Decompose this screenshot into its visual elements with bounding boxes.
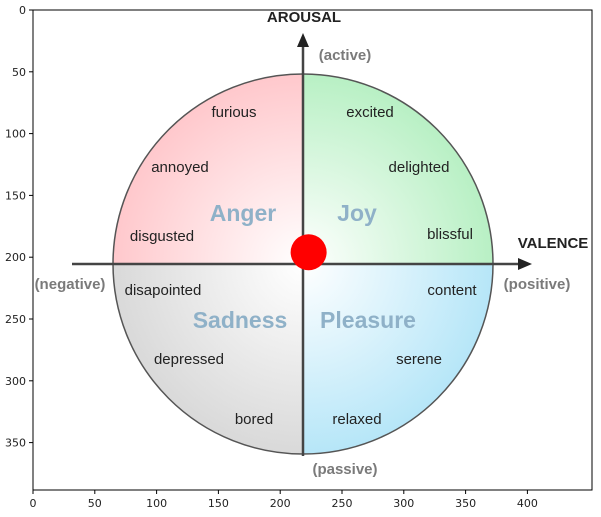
y-tick-label: 0 bbox=[19, 4, 26, 17]
y-axis-ticks: 0 50 100 150 200 250 300 350 bbox=[5, 4, 33, 450]
emotion-bored: bored bbox=[235, 411, 273, 428]
emotion-depressed: depressed bbox=[154, 351, 224, 368]
arousal-arrowhead bbox=[297, 33, 309, 47]
emotion-furious: furious bbox=[211, 104, 256, 121]
x-tick-label: 250 bbox=[332, 497, 353, 510]
arousal-title: AROUSAL bbox=[267, 9, 341, 26]
y-tick-label: 250 bbox=[5, 313, 26, 326]
x-tick-label: 150 bbox=[208, 497, 229, 510]
emotion-disgusted: disgusted bbox=[130, 228, 194, 245]
y-tick-label: 200 bbox=[5, 251, 26, 264]
emotion-content: content bbox=[427, 282, 477, 299]
y-tick-label: 50 bbox=[12, 66, 26, 79]
emotion-disapointed: disapointed bbox=[125, 282, 202, 299]
valence-arrowhead bbox=[518, 258, 532, 270]
x-tick-label: 200 bbox=[270, 497, 291, 510]
y-tick-label: 350 bbox=[5, 437, 26, 450]
x-axis-ticks: 0 50 100 150 200 250 300 350 400 bbox=[30, 490, 538, 510]
y-tick-label: 150 bbox=[5, 189, 26, 202]
y-tick-label: 300 bbox=[5, 375, 26, 388]
emotion-serene: serene bbox=[396, 351, 442, 368]
passive-label: (passive) bbox=[312, 461, 377, 478]
anger-quadrant bbox=[113, 74, 303, 264]
joy-label: Joy bbox=[337, 200, 377, 226]
pleasure-quadrant bbox=[303, 264, 493, 454]
active-label: (active) bbox=[319, 47, 372, 64]
x-tick-label: 400 bbox=[517, 497, 538, 510]
negative-label: (negative) bbox=[35, 276, 106, 293]
emotion-delighted: delighted bbox=[389, 159, 450, 176]
joy-quadrant bbox=[303, 74, 493, 264]
sadness-label: Sadness bbox=[193, 307, 288, 333]
emotion-annoyed: annoyed bbox=[151, 159, 209, 176]
emotion-relaxed: relaxed bbox=[332, 411, 381, 428]
valence-title: VALENCE bbox=[518, 235, 589, 252]
anger-label: Anger bbox=[210, 200, 277, 226]
y-tick-label: 100 bbox=[5, 128, 26, 141]
x-tick-label: 350 bbox=[455, 497, 476, 510]
x-tick-label: 300 bbox=[393, 497, 414, 510]
pleasure-label: Pleasure bbox=[320, 307, 416, 333]
sadness-quadrant bbox=[113, 264, 303, 454]
x-tick-label: 100 bbox=[146, 497, 167, 510]
red-marker bbox=[290, 234, 327, 271]
x-tick-label: 50 bbox=[88, 497, 102, 510]
emotion-excited: excited bbox=[346, 104, 394, 121]
emotion-blissful: blissful bbox=[427, 226, 473, 243]
positive-label: (positive) bbox=[504, 276, 571, 293]
x-tick-label: 0 bbox=[30, 497, 37, 510]
